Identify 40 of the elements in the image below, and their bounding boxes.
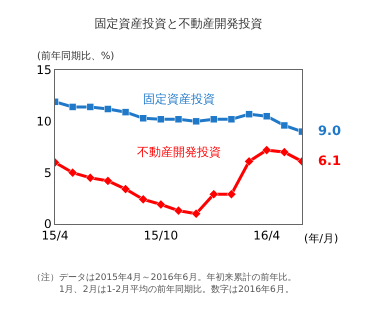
point [245, 110, 253, 118]
point [262, 145, 272, 155]
point [280, 122, 288, 130]
point [139, 114, 147, 122]
point [191, 208, 201, 219]
text: （注）データは2015年4月～2016年6月。年初来累計の前年比。 [32, 272, 296, 283]
point [192, 118, 200, 126]
data-label: 9.0 [318, 124, 342, 139]
point [157, 116, 165, 124]
point [228, 116, 236, 124]
point [68, 103, 76, 111]
y-axis-title: (前年同期比、%) [37, 50, 114, 62]
point [104, 105, 112, 113]
point [226, 189, 236, 200]
point [86, 103, 94, 111]
x-tick-label: 16/4 [253, 228, 280, 242]
point [156, 200, 166, 210]
x-axis-title: (年/月) [304, 232, 338, 245]
y-tick-label: 15 [36, 63, 52, 78]
text: 1月、2月は1-2月平均の前年同期比。数字は2016年6月。 [32, 284, 294, 295]
x-tick-label: 15/10 [144, 228, 178, 242]
point [262, 112, 270, 120]
point [208, 189, 219, 200]
point [174, 206, 184, 216]
point [280, 147, 290, 157]
point [85, 173, 96, 183]
point [138, 194, 148, 204]
point [244, 156, 254, 166]
series-label: 固定資産投資 [143, 92, 215, 106]
series-label: 不動産開発投資 [137, 145, 221, 159]
y-tick-label: 10 [36, 114, 52, 129]
point [210, 116, 218, 124]
point [103, 176, 113, 186]
chart-title: 固定資産投資と不動産開発投資 [94, 16, 262, 31]
y-tick-label: 5 [44, 166, 52, 180]
data-label: 6.1 [318, 154, 342, 169]
point [68, 168, 78, 178]
point [174, 116, 182, 124]
point [122, 108, 130, 116]
point [120, 184, 130, 194]
